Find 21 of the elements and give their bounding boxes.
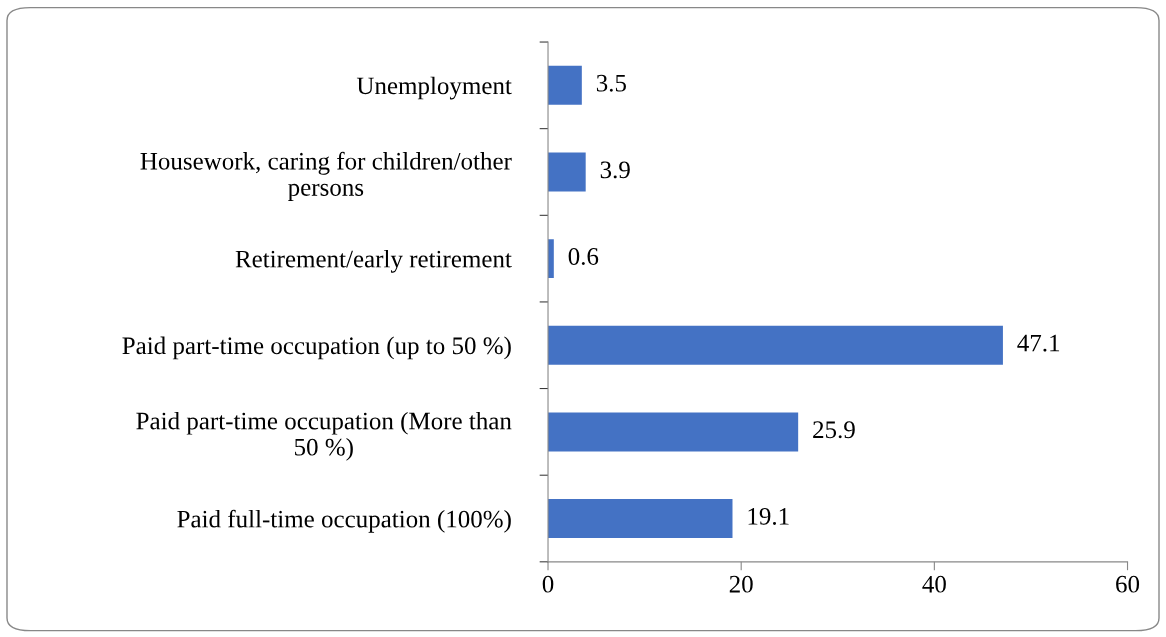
data-label: 25.9 <box>813 421 855 439</box>
y-tick-label: Retirement/early retirement <box>235 249 512 273</box>
y-tick-label: Paid part-time occupation (More than 50 %) <box>136 411 512 461</box>
bar <box>548 65 582 105</box>
x-tick-label: 40 <box>922 575 946 593</box>
y-tick-label: Paid part-time occupation (up to 50 %) <box>122 336 511 360</box>
data-label: 3.9 <box>600 161 630 179</box>
bar <box>548 499 733 539</box>
bar <box>548 412 799 452</box>
data-label: 19.1 <box>748 507 789 525</box>
data-label: 47.1 <box>1017 334 1060 352</box>
x-tick-label: 0 <box>542 575 554 593</box>
y-tick-label: Unemployment <box>356 76 512 100</box>
y-tick-label: Housework, caring for children/other persons <box>140 151 512 201</box>
bar <box>548 152 586 192</box>
x-tick-label: 20 <box>729 575 753 593</box>
y-tick-label: Paid full-time occupation (100%) <box>177 509 511 533</box>
x-tick-label: 60 <box>1116 575 1140 593</box>
data-label: 3.5 <box>596 74 626 92</box>
data-label: 0.6 <box>568 248 599 265</box>
bar <box>548 325 1003 365</box>
